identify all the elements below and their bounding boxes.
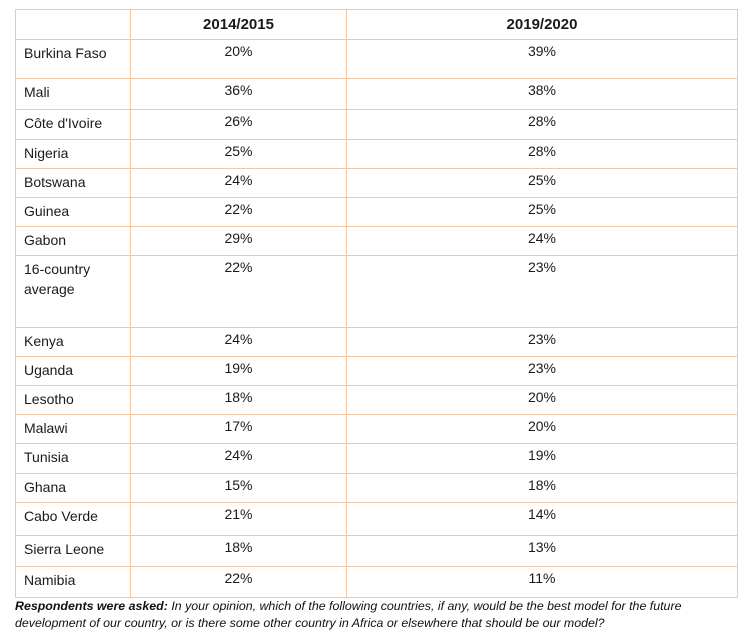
- value-2019-2020-cell: 20%: [346, 414, 738, 444]
- value-2014-2015-cell: 24%: [130, 168, 347, 198]
- country-cell: Malawi: [15, 414, 131, 444]
- value-2014-2015-cell: 26%: [130, 109, 347, 140]
- country-cell: Ghana: [15, 473, 131, 503]
- country-cell: Nigeria: [15, 139, 131, 169]
- table-row: Uganda 19% 23%: [15, 356, 738, 386]
- value-2019-2020-cell: 18%: [346, 473, 738, 503]
- value-2014-2015-cell: 24%: [130, 327, 347, 357]
- value-2019-2020-cell: 39%: [346, 39, 738, 79]
- country-cell: Burkina Faso: [15, 39, 131, 79]
- country-cell: Mali: [15, 78, 131, 110]
- country-cell: Kenya: [15, 327, 131, 357]
- header-2019-2020: 2019/2020: [346, 9, 738, 40]
- value-2019-2020-cell: 25%: [346, 168, 738, 198]
- header-row: 2014/2015 2019/2020: [15, 9, 738, 40]
- value-2014-2015-cell: 36%: [130, 78, 347, 110]
- table-row: Guinea 22% 25%: [15, 197, 738, 227]
- value-2019-2020-cell: 23%: [346, 327, 738, 357]
- table-row: Tunisia 24% 19%: [15, 443, 738, 474]
- value-2014-2015-cell: 15%: [130, 473, 347, 503]
- table-row: 16-country average 22% 23%: [15, 255, 738, 328]
- value-2014-2015-cell: 17%: [130, 414, 347, 444]
- table-row: Mali 36% 38%: [15, 78, 738, 110]
- value-2019-2020-cell: 24%: [346, 226, 738, 256]
- value-2014-2015-cell: 22%: [130, 255, 347, 328]
- header-2014-2015: 2014/2015: [130, 9, 347, 40]
- value-2019-2020-cell: 14%: [346, 502, 738, 536]
- country-cell: Guinea: [15, 197, 131, 227]
- country-cell: Cabo Verde: [15, 502, 131, 536]
- table-row: Botswana 24% 25%: [15, 168, 738, 198]
- table-row: Côte d'Ivoire 26% 28%: [15, 109, 738, 140]
- value-2019-2020-cell: 20%: [346, 385, 738, 415]
- value-2014-2015-cell: 24%: [130, 443, 347, 474]
- value-2019-2020-cell: 25%: [346, 197, 738, 227]
- country-cell: Côte d'Ivoire: [15, 109, 131, 140]
- value-2019-2020-cell: 28%: [346, 139, 738, 169]
- value-2019-2020-cell: 38%: [346, 78, 738, 110]
- table-row: Ghana 15% 18%: [15, 473, 738, 503]
- value-2019-2020-cell: 11%: [346, 566, 738, 598]
- footnote-text: In your opinion, which of the following …: [15, 599, 682, 630]
- country-cell: Tunisia: [15, 443, 131, 474]
- table-row: Lesotho 18% 20%: [15, 385, 738, 415]
- country-cell: Botswana: [15, 168, 131, 198]
- country-cell: Gabon: [15, 226, 131, 256]
- country-cell: Sierra Leone: [15, 535, 131, 567]
- table-row: Gabon 29% 24%: [15, 226, 738, 256]
- value-2014-2015-cell: 19%: [130, 356, 347, 386]
- footnote-lead: Respondents were asked:: [15, 599, 168, 613]
- value-2019-2020-cell: 23%: [346, 255, 738, 328]
- value-2019-2020-cell: 23%: [346, 356, 738, 386]
- value-2014-2015-cell: 18%: [130, 535, 347, 567]
- table-row: Cabo Verde 21% 14%: [15, 502, 738, 536]
- country-cell: Lesotho: [15, 385, 131, 415]
- value-2014-2015-cell: 25%: [130, 139, 347, 169]
- value-2014-2015-cell: 29%: [130, 226, 347, 256]
- value-2019-2020-cell: 19%: [346, 443, 738, 474]
- value-2019-2020-cell: 28%: [346, 109, 738, 140]
- country-cell: Namibia: [15, 566, 131, 598]
- value-2014-2015-cell: 21%: [130, 502, 347, 536]
- value-2014-2015-cell: 22%: [130, 566, 347, 598]
- table-row: Kenya 24% 23%: [15, 327, 738, 357]
- value-2014-2015-cell: 18%: [130, 385, 347, 415]
- value-2019-2020-cell: 13%: [346, 535, 738, 567]
- country-cell: 16-country average: [15, 255, 131, 328]
- value-2014-2015-cell: 22%: [130, 197, 347, 227]
- table-row: Sierra Leone 18% 13%: [15, 535, 738, 567]
- country-cell: Uganda: [15, 356, 131, 386]
- table-row: Nigeria 25% 28%: [15, 139, 738, 169]
- table-row: Burkina Faso 20% 39%: [15, 39, 738, 79]
- table-row: Malawi 17% 20%: [15, 414, 738, 444]
- header-country: [15, 9, 131, 40]
- table-row: Namibia 22% 11%: [15, 566, 738, 598]
- footnote: Respondents were asked: In your opinion,…: [15, 598, 750, 632]
- value-2014-2015-cell: 20%: [130, 39, 347, 79]
- results-table: 2014/2015 2019/2020 Burkina Faso 20% 39% Ma…: [15, 9, 738, 598]
